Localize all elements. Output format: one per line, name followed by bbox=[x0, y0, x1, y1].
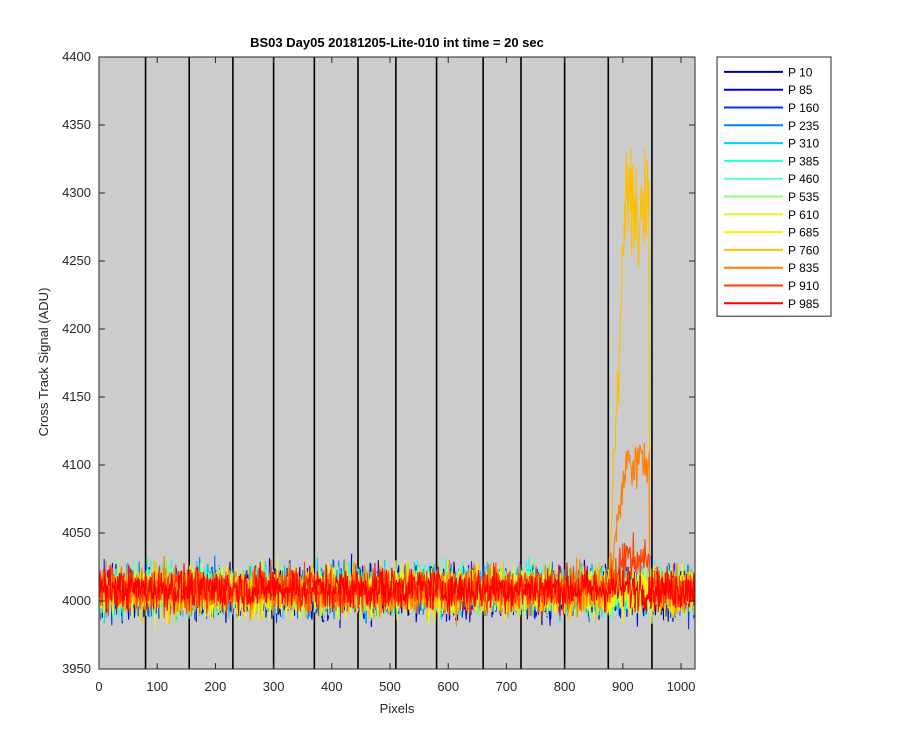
legend-entry: P 610 bbox=[788, 208, 819, 222]
x-tick-label: 200 bbox=[205, 679, 227, 694]
legend-entry: P 985 bbox=[788, 297, 819, 311]
y-axis-label: Cross Track Signal (ADU) bbox=[36, 288, 51, 437]
x-tick-label: 1000 bbox=[667, 679, 696, 694]
legend-box bbox=[716, 56, 832, 317]
y-tick-label: 4000 bbox=[62, 593, 91, 608]
series-group bbox=[99, 147, 695, 630]
x-tick-label: 900 bbox=[612, 679, 634, 694]
y-tick-label: 4400 bbox=[62, 49, 91, 64]
legend-entry: P 460 bbox=[788, 172, 819, 186]
legend-entry: P 385 bbox=[788, 154, 819, 168]
legend-entry: P 85 bbox=[788, 83, 813, 97]
legend-entry: P 835 bbox=[788, 261, 819, 275]
legend-entry: P 685 bbox=[788, 226, 819, 240]
x-tick-label: 500 bbox=[379, 679, 401, 694]
plot-area bbox=[98, 56, 696, 670]
legend-entry: P 160 bbox=[788, 101, 819, 115]
legend-entry: P 760 bbox=[788, 243, 819, 257]
legend: P 10 P 85 P 160 P 235 P 310 P 385 P 460 P 535 P … bbox=[716, 56, 832, 317]
x-tick-label: 800 bbox=[554, 679, 576, 694]
y-tick-label: 4050 bbox=[62, 525, 91, 540]
x-tick-label: 400 bbox=[321, 679, 343, 694]
x-tick-label: 600 bbox=[437, 679, 459, 694]
x-tick-label: 100 bbox=[146, 679, 168, 694]
series-line-p-985 bbox=[99, 561, 695, 617]
y-axis: 3950 4000 4050 4100 4150 4200 4250 4300 4350 4400 bbox=[62, 49, 695, 676]
x-axis: 0 100 200 300 400 500 600 700 800 900 1000 bbox=[95, 57, 695, 694]
legend-entry: P 310 bbox=[788, 137, 819, 151]
y-tick-label: 4150 bbox=[62, 389, 91, 404]
legend-entry: P 910 bbox=[788, 279, 819, 293]
y-tick-label: 3950 bbox=[62, 661, 91, 676]
chart-title: BS03 Day05 20181205-Lite-010 int time = … bbox=[250, 35, 544, 50]
y-tick-label: 4100 bbox=[62, 457, 91, 472]
y-tick-label: 4300 bbox=[62, 185, 91, 200]
y-tick-label: 4350 bbox=[62, 117, 91, 132]
legend-entry: P 535 bbox=[788, 190, 819, 204]
x-tick-label: 700 bbox=[496, 679, 518, 694]
legend-entry: P 235 bbox=[788, 119, 819, 133]
y-tick-label: 4200 bbox=[62, 321, 91, 336]
axes-frame bbox=[98, 56, 696, 670]
legend-entry: P 10 bbox=[788, 65, 813, 79]
x-tick-label: 0 bbox=[95, 679, 102, 694]
x-axis-label: Pixels bbox=[380, 701, 415, 716]
y-tick-label: 4250 bbox=[62, 253, 91, 268]
x-tick-label: 300 bbox=[263, 679, 285, 694]
